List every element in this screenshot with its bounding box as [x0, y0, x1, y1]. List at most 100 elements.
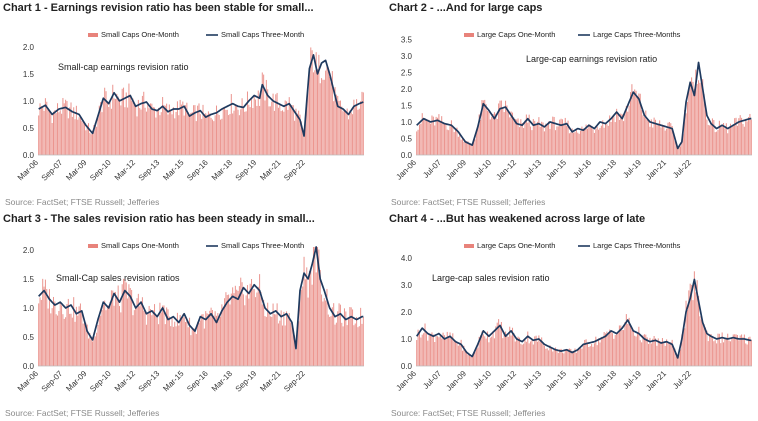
- bar: [430, 123, 432, 155]
- bar: [123, 278, 125, 366]
- bar: [300, 121, 302, 155]
- bar: [717, 129, 719, 155]
- bar: [210, 117, 212, 155]
- bar: [632, 94, 634, 155]
- bar: [361, 91, 363, 155]
- x-tick-label: Mar-12: [113, 369, 138, 394]
- bar: [555, 130, 557, 155]
- y-tick-label: 0.0: [23, 151, 35, 160]
- bar: [172, 326, 174, 366]
- bar: [498, 319, 500, 366]
- bar: [717, 333, 719, 366]
- bar: [427, 340, 429, 366]
- bar: [445, 339, 447, 366]
- bar: [505, 331, 507, 366]
- bar: [480, 119, 482, 155]
- bar: [191, 327, 193, 366]
- bar: [246, 91, 248, 155]
- bar: [713, 341, 715, 366]
- bar: [728, 126, 730, 155]
- bar: [338, 100, 340, 155]
- bar: [263, 300, 265, 366]
- bar: [73, 297, 75, 366]
- bar: [428, 334, 430, 366]
- bar: [456, 341, 458, 366]
- bar: [724, 338, 726, 366]
- bar: [50, 313, 52, 366]
- bar: [211, 119, 213, 155]
- bar: [187, 327, 189, 366]
- bar: [660, 127, 662, 155]
- bar: [174, 118, 176, 155]
- bar: [631, 328, 633, 366]
- bar: [348, 318, 350, 366]
- bar: [698, 295, 700, 366]
- bar: [614, 335, 616, 366]
- bar: [280, 310, 282, 366]
- bar: [593, 343, 595, 366]
- bar: [700, 82, 702, 155]
- bar: [236, 105, 238, 155]
- bar: [93, 124, 95, 155]
- bar: [586, 128, 588, 155]
- bar: [721, 332, 723, 366]
- bar: [457, 345, 459, 366]
- bar: [595, 336, 597, 366]
- bar: [498, 103, 500, 155]
- bar: [720, 343, 722, 366]
- bar: [252, 289, 254, 366]
- bar: [595, 129, 597, 155]
- bar: [217, 113, 219, 155]
- legend-label: Large Caps Three-Months: [593, 30, 681, 39]
- bar: [291, 325, 293, 366]
- bar: [703, 324, 705, 366]
- bar: [190, 112, 192, 155]
- y-tick-label: 1.0: [401, 335, 413, 344]
- bar: [695, 292, 697, 366]
- legend-label: Small Caps Three-Month: [221, 241, 304, 250]
- bar: [345, 311, 347, 366]
- x-tick-label: Sep-16: [185, 158, 210, 183]
- bar: [666, 128, 668, 155]
- bar: [568, 133, 570, 155]
- bar: [353, 325, 355, 366]
- bar: [215, 105, 217, 155]
- bar: [609, 115, 611, 155]
- bar: [628, 317, 630, 366]
- bar: [180, 318, 182, 366]
- bar: [582, 128, 584, 155]
- x-tick-label: Sep-19: [234, 369, 259, 394]
- bar: [209, 310, 211, 366]
- bar: [197, 105, 199, 155]
- bar: [478, 114, 480, 155]
- bar: [750, 340, 752, 366]
- bar: [677, 358, 679, 366]
- bar: [607, 334, 609, 366]
- bar: [236, 289, 238, 366]
- y-tick-label: 1.5: [23, 275, 35, 284]
- bar: [560, 118, 562, 155]
- bar: [527, 331, 529, 366]
- bar: [89, 132, 91, 155]
- bar: [470, 356, 472, 366]
- bar: [732, 334, 734, 366]
- bar: [593, 132, 595, 155]
- bar: [110, 108, 112, 155]
- bar: [511, 112, 514, 155]
- bar: [431, 115, 433, 155]
- bar: [140, 301, 142, 366]
- bar: [667, 343, 669, 366]
- bar: [201, 118, 203, 155]
- bar: [452, 333, 454, 366]
- bar: [425, 118, 427, 155]
- bar: [723, 342, 725, 366]
- bar: [418, 124, 420, 155]
- bar: [194, 105, 196, 155]
- bar: [267, 89, 269, 155]
- bar: [438, 114, 440, 155]
- bar: [648, 343, 650, 366]
- bar: [627, 323, 629, 366]
- bar: [725, 123, 727, 155]
- bar: [325, 300, 327, 366]
- bar: [154, 107, 156, 155]
